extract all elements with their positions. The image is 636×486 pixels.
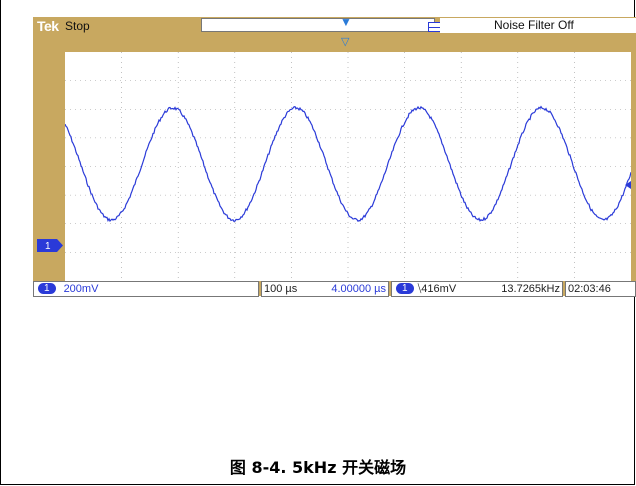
run-state: Stop [65,19,90,33]
ch1-waveform [65,105,631,223]
status-bar: Tek Stop ▼ Noise Filter Off [33,15,636,35]
readout-bar: 1 200mV 100 µs 4.00000 µs 1 ⧹416mV 13.7265… [33,281,636,297]
ch1-scale-readout: 1 200mV [33,281,259,297]
frequency-value: 13.7265kHz [501,283,560,295]
trigger-level-icon [625,181,631,189]
horizontal-position-value: 4.00000 µs [331,283,386,295]
ch1-badge: 1 [38,283,56,294]
trigger-position-icon: ▼ [340,15,352,29]
trigger-source-badge: 1 [396,283,414,294]
waveform-graticule [65,52,631,281]
graticule-background [65,52,631,281]
timebase-readout: 100 µs 4.00000 µs [261,281,389,297]
noise-filter-status: Noise Filter Off [440,18,636,33]
ch1-ground-marker: 1 [37,239,63,252]
figure-caption: 图 8-4. 5kHz 开关磁场 [229,458,407,477]
expansion-point-icon: ▽ [341,36,350,48]
record-view-bar [201,18,603,32]
trigger-readout: 1 ⧹416mV 13.7265kHz [391,281,563,297]
grid-lines [65,52,631,281]
ch1-scale-value: 200mV [63,283,99,295]
clock-value: 02:03:46 [568,283,611,295]
clock-readout: 02:03:46 [565,281,636,297]
brand-logo: Tek [37,18,59,34]
ch1-marker-label: 1 [45,241,51,252]
oscilloscope-display: Tek Stop ▼ Noise Filter Off ▽ 1 1 200mV 1… [33,15,636,297]
timebase-value: 100 µs [264,283,298,295]
trigger-level-value: ⧹416mV [417,283,457,295]
